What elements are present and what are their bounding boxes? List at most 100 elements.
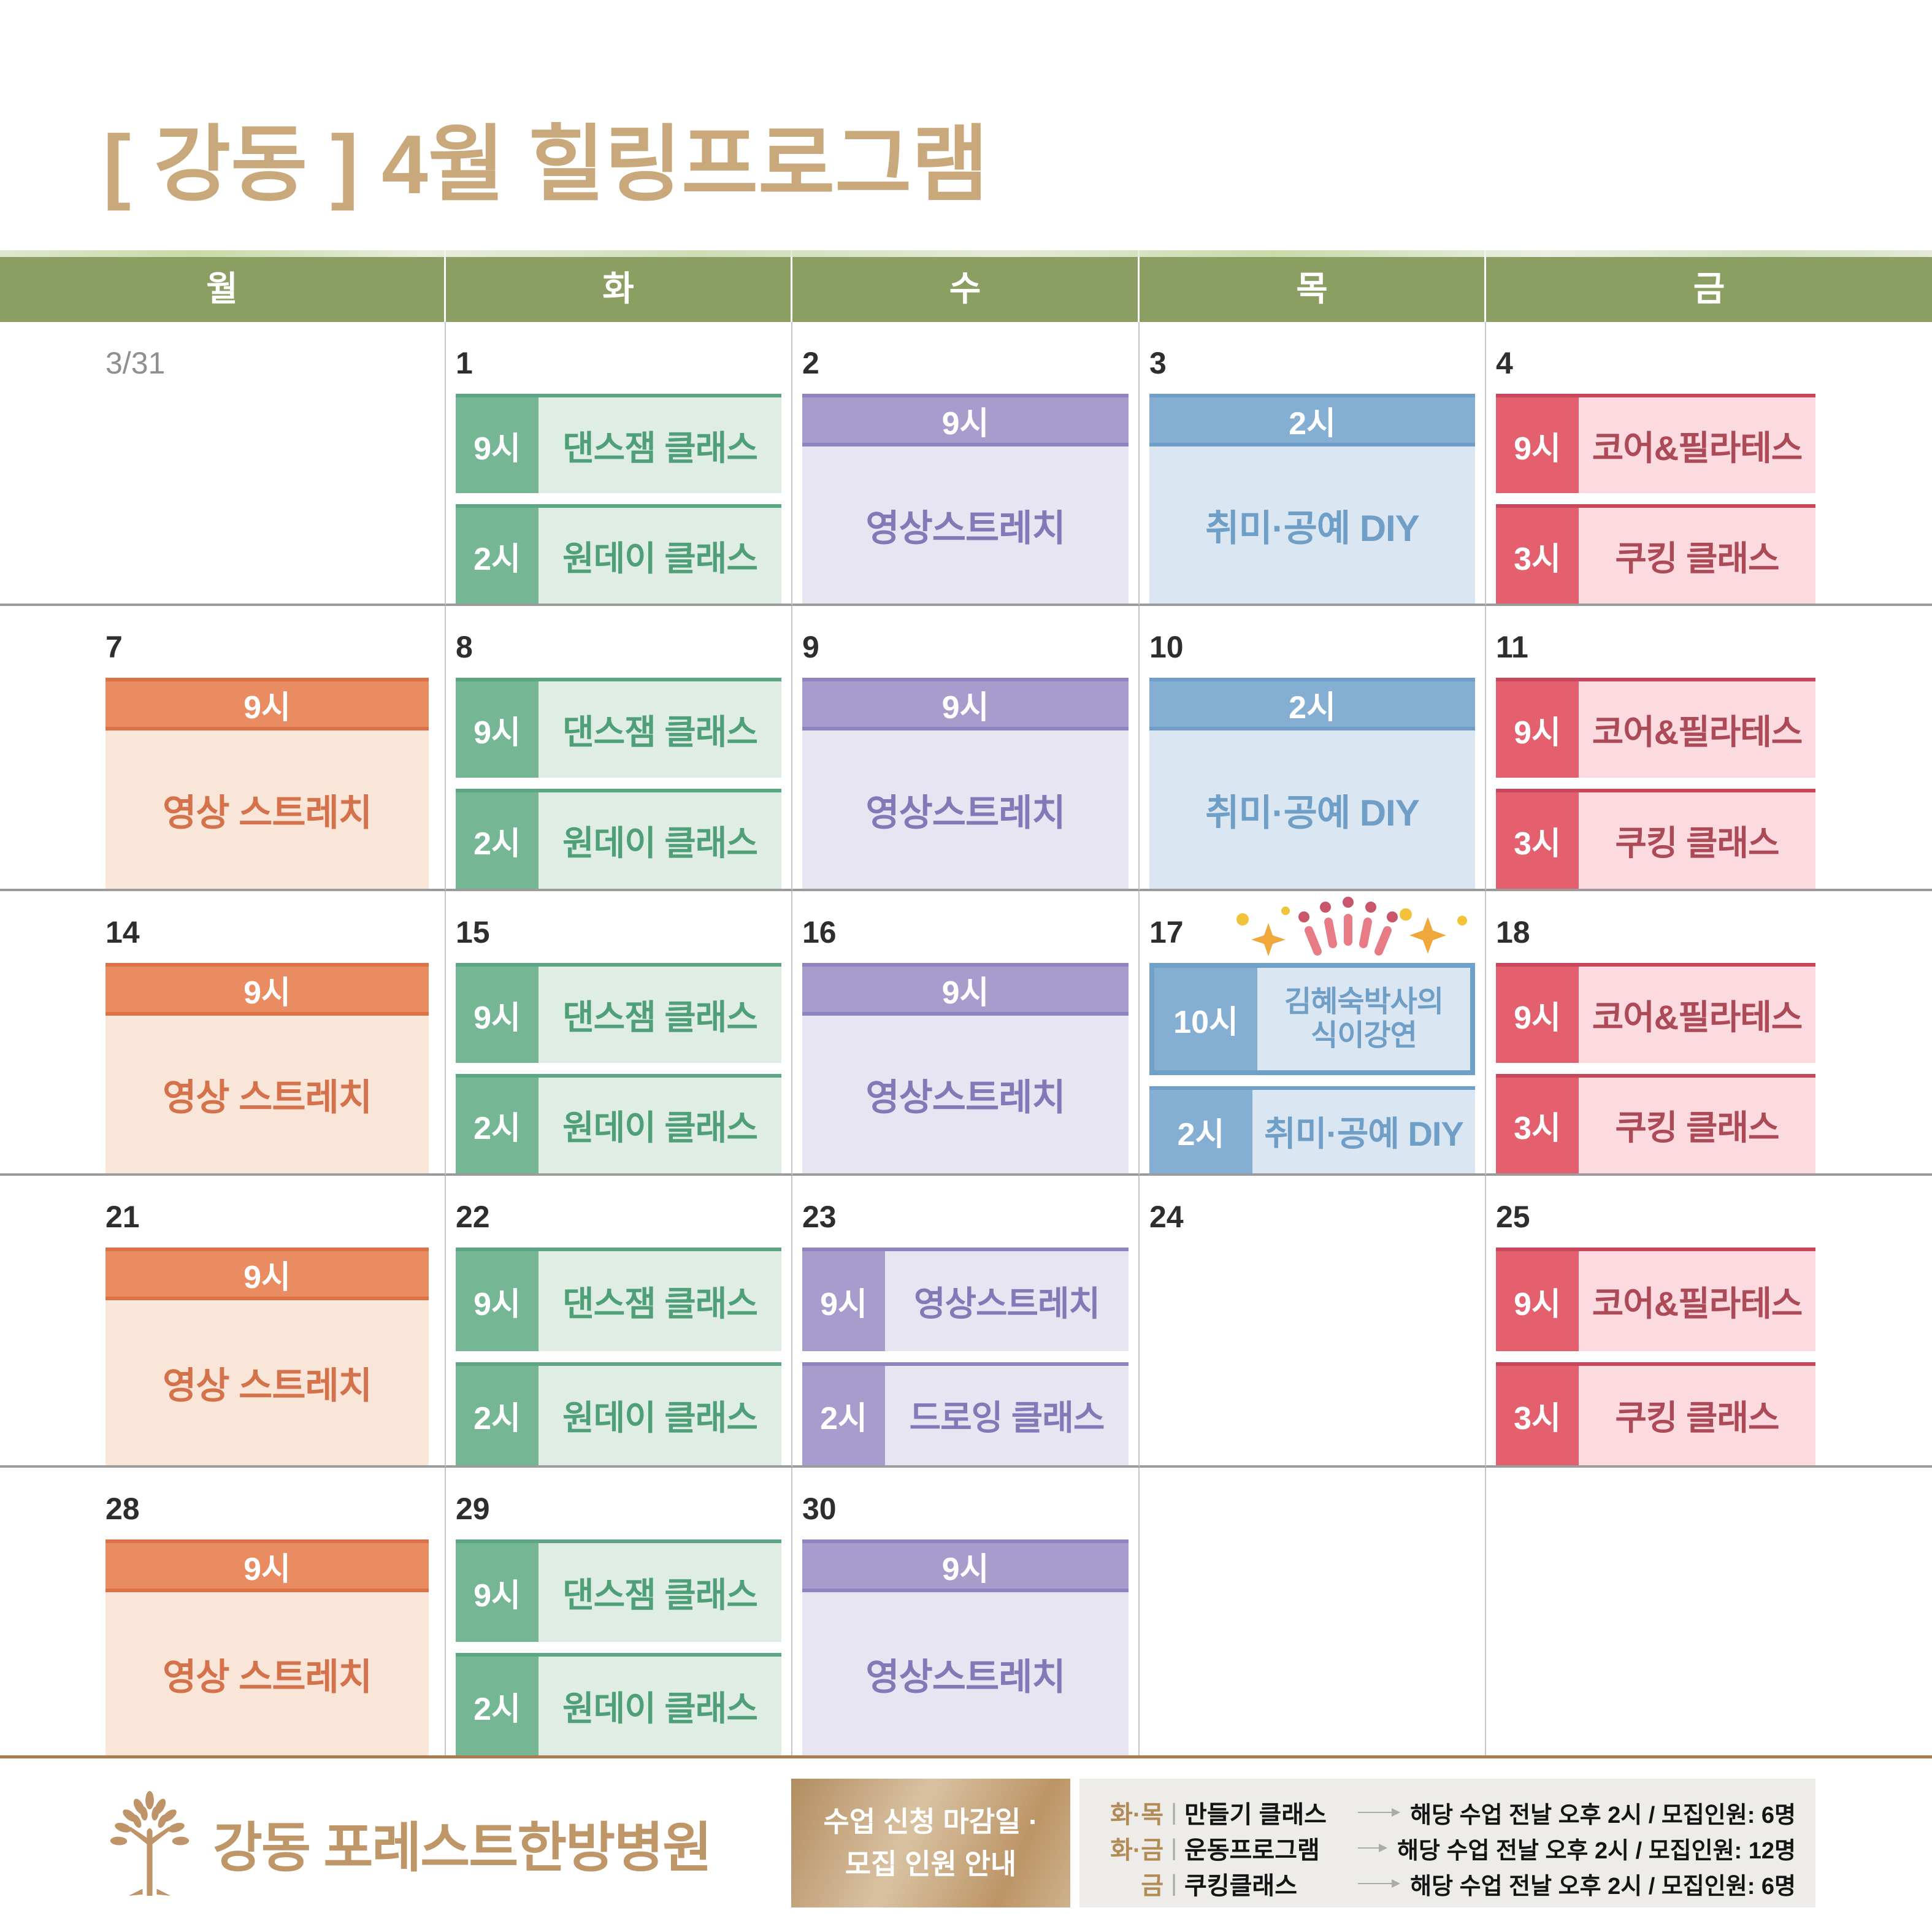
day-events (1149, 1248, 1475, 1465)
event-purple-banner: 9시 영상스트레치 (802, 678, 1129, 889)
event-time: 9시 (802, 1251, 885, 1351)
event-time: 9시 (105, 681, 429, 730)
legend-description: 해당 수업 전날 오후 2시 / 모집인원: 12명 (1397, 1838, 1796, 1864)
day-events: 9시 댄스잼 클래스 2시 원데이 클래스 (456, 1539, 781, 1755)
day-number: 1 (456, 346, 473, 380)
event-orange-banner: 9시 영상 스트레치 (105, 963, 429, 1173)
calendar-day-cell: 18 9시 코어&필라테스 3시 쿠킹 클래스 (1486, 891, 1932, 1176)
day-number: 28 (105, 1492, 140, 1526)
day-events (1149, 1539, 1475, 1755)
event-label: 취미·공예 DIY (1252, 1089, 1475, 1173)
event-label: 영상 스트레치 (105, 1016, 429, 1173)
legend-program: 운동프로그램 (1184, 1837, 1320, 1864)
event-time: 9시 (456, 1251, 539, 1351)
day-number: 23 (802, 1200, 837, 1234)
event-red: 9시 코어&필라테스 (1496, 678, 1815, 778)
day-events: 9시 영상스트레치 (802, 678, 1129, 889)
event-time: 3시 (1496, 1365, 1579, 1465)
day-number: 21 (105, 1200, 140, 1234)
event-time: 2시 (1149, 1089, 1252, 1173)
event-label: 취미·공예 DIY (1149, 447, 1475, 604)
day-number: 15 (456, 915, 490, 949)
event-label: 코어&필라테스 (1579, 967, 1815, 1063)
event-label: 영상스트레치 (802, 447, 1129, 604)
event-label: 원데이 클래스 (539, 1657, 781, 1755)
legend-days: 화·목 (1110, 1801, 1163, 1828)
day-number: 17 (1149, 915, 1184, 949)
day-events: 9시 코어&필라테스 3시 쿠킹 클래스 (1496, 678, 1815, 889)
event-label: 댄스잼 클래스 (539, 967, 781, 1063)
legend-row: 화·금 | 운동프로그램 해당 수업 전날 오후 2시 / 모집인원: 12명 (1099, 1830, 1796, 1866)
event-red: 9시 코어&필라테스 (1496, 963, 1815, 1063)
calendar-day-cell: 4 9시 코어&필라테스 3시 쿠킹 클래스 (1486, 322, 1932, 606)
event-label: 원데이 클래스 (539, 1365, 781, 1465)
calendar-day-cell: 15 9시 댄스잼 클래스 2시 원데이 클래스 (446, 891, 792, 1176)
day-events (1496, 1539, 1815, 1755)
calendar-day-cell: 7 9시 영상 스트레치 (0, 606, 446, 891)
day-events: 10시 김혜숙박사의 식이강연 2시 취미·공예 DIY (1149, 963, 1475, 1173)
day-number: 22 (456, 1200, 490, 1234)
day-number: 2 (802, 346, 819, 380)
event-green: 2시 원데이 클래스 (456, 1653, 781, 1755)
event-time: 9시 (456, 397, 539, 493)
day-events (105, 394, 429, 604)
event-time: 9시 (802, 397, 1129, 447)
event-label: 쿠킹 클래스 (1579, 1077, 1815, 1173)
event-red: 3시 쿠킹 클래스 (1496, 789, 1815, 889)
calendar-day-cell: 14 9시 영상 스트레치 (0, 891, 446, 1176)
calendar-day-cell: 21 9시 영상 스트레치 (0, 1176, 446, 1468)
event-time: 2시 (456, 792, 539, 889)
event-label: 코어&필라테스 (1579, 397, 1815, 493)
event-time: 9시 (105, 1543, 429, 1592)
event-purple-banner: 9시 영상스트레치 (802, 394, 1129, 604)
page-title: [ 강동 ] 4월 힐링프로그램 (103, 118, 989, 211)
event-time: 9시 (456, 1543, 539, 1642)
legend-description: 해당 수업 전날 오후 2시 / 모집인원: 6명 (1410, 1873, 1796, 1899)
event-time: 9시 (456, 681, 539, 778)
event-red: 3시 쿠킹 클래스 (1496, 1073, 1815, 1173)
event-green: 9시 댄스잼 클래스 (456, 1248, 781, 1351)
legend-separator: | (1171, 1870, 1177, 1896)
calendar-day-cell: 23 9시 영상스트레치 2시 드로잉 클래스 (792, 1176, 1140, 1468)
event-time: 9시 (802, 1543, 1129, 1592)
calendar-day-cell: 11 9시 코어&필라테스 3시 쿠킹 클래스 (1486, 606, 1932, 891)
legend-separator: | (1171, 1834, 1177, 1861)
event-green: 9시 댄스잼 클래스 (456, 1539, 781, 1642)
calendar-day-cell: 25 9시 코어&필라테스 3시 쿠킹 클래스 (1486, 1176, 1932, 1468)
day-events: 2시 취미·공예 DIY (1149, 678, 1475, 889)
calendar-day-cell: 28 9시 영상 스트레치 (0, 1468, 446, 1755)
hospital-brand: 강동 포레스트한방병원 (107, 1777, 712, 1909)
event-red: 9시 코어&필라테스 (1496, 1248, 1815, 1351)
event-label: 원데이 클래스 (539, 508, 781, 604)
legend-row: 금 | 쿠킹클래스 해당 수업 전날 오후 2시 / 모집인원: 6명 (1099, 1866, 1796, 1901)
event-time: 3시 (1496, 1077, 1579, 1173)
day-events: 2시 취미·공예 DIY (1149, 394, 1475, 604)
day-number: 24 (1149, 1200, 1184, 1234)
calendar-day-cell: 17 10시 김혜숙박사의 식이강연 2시 취미·공예 DIY (1140, 891, 1486, 1176)
day-events: 9시 댄스잼 클래스 2시 원데이 클래스 (456, 394, 781, 604)
day-number (1496, 1468, 1815, 1539)
event-time: 2시 (1149, 397, 1475, 447)
day-number: 18 (1496, 915, 1530, 949)
event-purple-banner: 9시 영상스트레치 (802, 963, 1129, 1173)
event-time: 2시 (456, 508, 539, 604)
event-red: 3시 쿠킹 클래스 (1496, 1362, 1815, 1465)
day-number: 25 (1496, 1200, 1530, 1234)
calendar-day-cell: 24 (1140, 1176, 1486, 1468)
calendar-day-cell: 1 9시 댄스잼 클래스 2시 원데이 클래스 (446, 322, 792, 606)
event-green: 9시 댄스잼 클래스 (456, 678, 781, 778)
event-time: 2시 (456, 1657, 539, 1755)
legend-row: 화·목 | 만들기 클래스 해당 수업 전날 오후 2시 / 모집인원: 6명 (1099, 1795, 1796, 1830)
event-label: 영상스트레치 (802, 730, 1129, 889)
event-orange-banner: 9시 영상 스트레치 (105, 1539, 429, 1755)
day-events: 9시 댄스잼 클래스 2시 원데이 클래스 (456, 678, 781, 889)
event-purple-banner: 9시 영상스트레치 (802, 1539, 1129, 1755)
legend-program: 만들기 클래스 (1184, 1801, 1327, 1828)
weekday-mon: 월 (0, 250, 446, 322)
event-orange-banner: 9시 영상 스트레치 (105, 678, 429, 889)
event-label: 영상 스트레치 (105, 1300, 429, 1465)
calendar-day-cell: 29 9시 댄스잼 클래스 2시 원데이 클래스 (446, 1468, 792, 1755)
event-label: 김혜숙박사의 식이강연 (1257, 968, 1470, 1070)
day-number: 3/31 (105, 346, 166, 380)
event-time: 9시 (1496, 681, 1579, 778)
